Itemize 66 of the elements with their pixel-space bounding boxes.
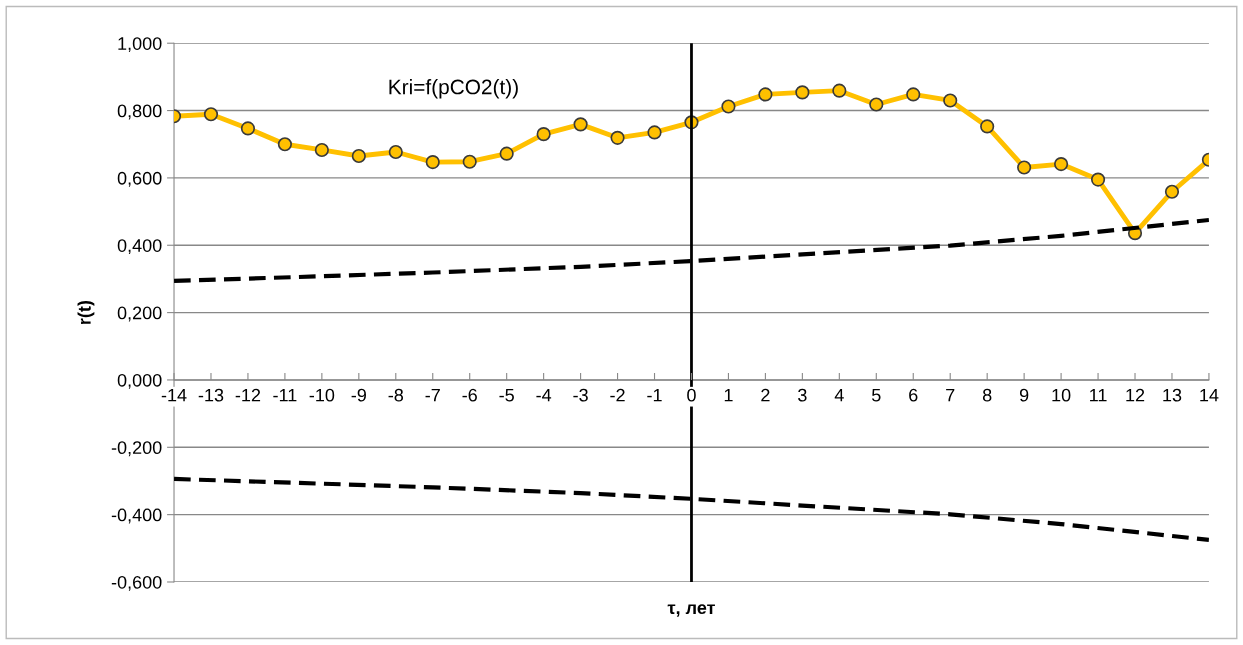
point [314, 142, 329, 158]
x-tick-label: -5 [499, 388, 514, 402]
x-tick-label: -12 [235, 388, 261, 402]
point [943, 93, 958, 108]
point [499, 146, 514, 161]
y-tick-label: 0,600 [117, 171, 162, 187]
x-tick-label: -4 [536, 388, 552, 402]
point [1054, 157, 1069, 172]
y-tick-label: 1,000 [118, 37, 162, 53]
x-tick-label: 3 [798, 388, 807, 402]
point [240, 121, 256, 136]
point [573, 117, 588, 132]
point [1017, 160, 1032, 175]
point [869, 97, 884, 112]
x-tick-label: -8 [388, 388, 404, 402]
y-axis-title: r(t) [77, 300, 95, 324]
y-tick-label: 0,000 [117, 373, 162, 389]
x-tick-label: 10 [1052, 388, 1071, 402]
y-tick-label: -0,400 [111, 508, 162, 524]
point [388, 144, 403, 160]
x-axis-title: τ, лет [667, 604, 715, 617]
x-tick-label: -9 [351, 388, 366, 402]
x-tick-label: -11 [273, 388, 297, 402]
x-tick-label: 8 [982, 388, 992, 402]
point [425, 154, 440, 170]
y-tick-label: -0,200 [111, 441, 162, 457]
x-tick-label: 12 [1126, 388, 1145, 402]
x-tick-label: -1 [647, 388, 662, 402]
point [610, 130, 625, 145]
y-tick-label: -0,600 [111, 575, 162, 591]
x-tick-label: -14 [161, 388, 187, 402]
x-tick-label: 2 [761, 388, 770, 402]
point [203, 107, 219, 122]
x-tick-label: 6 [909, 388, 918, 402]
x-tick-label: 5 [871, 388, 881, 402]
point [277, 137, 292, 152]
point [758, 87, 773, 102]
y-tick-label: 0,400 [117, 239, 162, 255]
point [906, 87, 921, 102]
point [721, 99, 736, 114]
x-tick-label: 1 [724, 388, 733, 402]
x-tick-label: -13 [198, 388, 224, 402]
y-tick-label: 0,200 [117, 306, 162, 322]
point [647, 125, 662, 140]
point [1164, 184, 1180, 199]
x-tick-label: 11 [1090, 388, 1107, 402]
point [536, 127, 551, 142]
x-tick-label: 13 [1163, 388, 1182, 402]
point [351, 148, 366, 164]
x-tick-label: 9 [1019, 388, 1029, 402]
point [832, 83, 847, 98]
x-tick-label: -10 [309, 388, 335, 402]
x-tick-label: -2 [610, 388, 625, 402]
point [795, 85, 810, 100]
x-tick-label: 4 [834, 388, 844, 402]
x-tick-label: 0 [687, 388, 696, 402]
x-tick-label: -7 [425, 388, 440, 402]
point [462, 154, 477, 169]
point [980, 119, 995, 134]
point [1090, 172, 1106, 187]
x-tick-label: 7 [946, 388, 955, 402]
x-tick-label: -3 [573, 388, 588, 402]
x-tick-label: 14 [1200, 388, 1219, 402]
x-tick-label: -6 [462, 388, 477, 402]
text: Kri=f(pCO2(t)) [389, 79, 518, 99]
y-tick-label: 0,800 [117, 104, 162, 120]
